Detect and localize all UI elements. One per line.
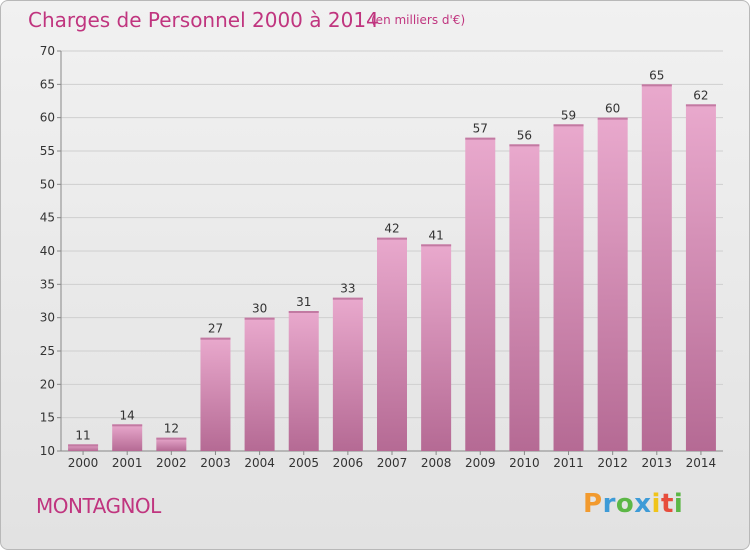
- bar: [288, 311, 319, 451]
- x-tick-label: 2005: [288, 456, 319, 470]
- bar-cap: [288, 311, 319, 313]
- data-label: 42: [384, 222, 399, 236]
- x-tick-label: 2010: [509, 456, 540, 470]
- y-tick-label: 70: [40, 44, 55, 58]
- x-tick-label: 2004: [244, 456, 275, 470]
- x-tick-label: 2011: [553, 456, 584, 470]
- data-label: 65: [649, 68, 664, 82]
- x-tick-label: 2003: [200, 456, 231, 470]
- data-label: 60: [605, 102, 620, 116]
- bar-cap: [465, 137, 496, 140]
- bar: [553, 124, 584, 451]
- x-tick-label: 2008: [421, 456, 452, 470]
- data-label: 27: [208, 322, 223, 336]
- x-tick-label: 2002: [156, 456, 187, 470]
- bar: [112, 424, 143, 451]
- x-tick-label: 2000: [68, 456, 99, 470]
- bar: [156, 437, 187, 451]
- bar-cap: [641, 84, 672, 87]
- x-tick-label: 2014: [686, 456, 717, 470]
- data-label: 11: [75, 428, 90, 442]
- y-tick-label: 60: [40, 111, 55, 125]
- bar-cap: [421, 244, 452, 247]
- y-tick-label: 50: [40, 177, 55, 191]
- y-tick-label: 55: [40, 144, 55, 158]
- bar-cap: [156, 437, 187, 440]
- x-tick-label: 2006: [333, 456, 364, 470]
- bar: [685, 104, 716, 451]
- bar-cap: [332, 297, 363, 300]
- proxiti-logo: Proxiti: [583, 489, 684, 519]
- bar: [421, 244, 452, 451]
- y-tick-label: 65: [40, 77, 55, 91]
- bar-cap: [244, 317, 275, 320]
- bar-cap: [553, 124, 584, 127]
- data-label: 30: [252, 302, 267, 316]
- y-tick-label: 15: [40, 411, 55, 425]
- bar-cap: [377, 237, 407, 240]
- bar: [200, 337, 231, 451]
- axes: 10 15 20 25 30 35 40 45 50 55 60 65 70 2000 2001 2002 20…: [40, 44, 723, 470]
- bar-cap: [509, 144, 540, 147]
- x-tick-label: 2007: [377, 456, 408, 470]
- bar: [597, 117, 628, 452]
- data-label: 31: [296, 295, 311, 309]
- data-label: 12: [164, 422, 179, 436]
- y-tick-label: 25: [40, 344, 55, 358]
- data-labels: 11 14 12 27 30 31 33 42 41 57 56 59 60 65 62: [75, 68, 708, 442]
- y-tick-label: 30: [40, 311, 55, 325]
- bar: [332, 297, 363, 451]
- y-tick-label: 20: [40, 377, 55, 391]
- bar: [68, 444, 99, 451]
- bar: [377, 237, 407, 451]
- data-label: 57: [473, 122, 488, 136]
- y-tick-label: 35: [40, 277, 55, 291]
- data-label: 56: [517, 128, 532, 142]
- bar-cap: [200, 337, 231, 340]
- x-tick-label: 2012: [597, 456, 628, 470]
- bars: [68, 84, 716, 452]
- data-label: 33: [340, 282, 355, 296]
- chart-subtitle: (en milliers d'€): [371, 13, 466, 27]
- bar: [244, 317, 275, 451]
- bar-cap: [112, 424, 143, 427]
- y-tick-label: 40: [40, 244, 55, 258]
- data-label: 59: [561, 108, 576, 122]
- x-tick-label: 2013: [642, 456, 673, 470]
- x-tick-label: 2009: [465, 456, 496, 470]
- data-label: 62: [693, 88, 708, 102]
- y-tick-label: 10: [40, 444, 55, 458]
- y-tick-label: 45: [40, 211, 55, 225]
- chart-title: Charges de Personnel 2000 à 2014: [28, 8, 379, 32]
- data-label: 41: [428, 228, 443, 242]
- data-label: 14: [120, 408, 135, 422]
- bar-cap: [597, 117, 628, 120]
- bar: [465, 137, 496, 451]
- bar: [641, 84, 672, 451]
- x-tick-label: 2001: [112, 456, 143, 470]
- bar: [509, 144, 540, 452]
- bar-cap: [68, 444, 99, 447]
- bar-cap: [685, 104, 716, 107]
- commune-name: MONTAGNOL: [36, 494, 161, 518]
